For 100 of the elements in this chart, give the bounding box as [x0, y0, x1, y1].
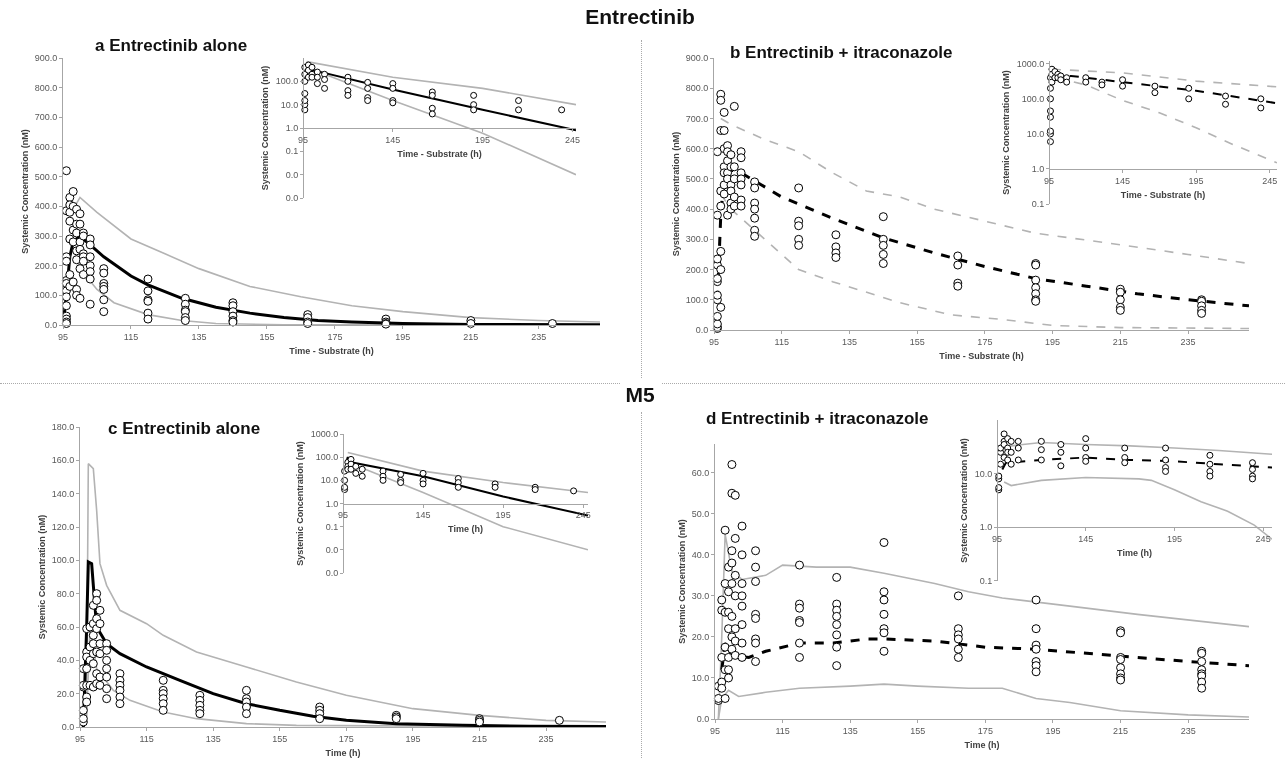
x-tick-label: 135	[191, 331, 207, 342]
y-tick-label: 600.0	[685, 143, 709, 154]
y-tick-label: 300.0	[34, 231, 58, 242]
y-tick-label: 80.0	[56, 588, 75, 599]
x-tick-label: 115	[775, 725, 790, 736]
y-tick-label: 20.0	[691, 632, 710, 643]
x-tick-label: 245	[564, 134, 580, 145]
text: M5	[625, 383, 655, 407]
x-tick-label: 195	[1045, 336, 1061, 347]
x-tick-label: 195	[1188, 175, 1204, 186]
y-tick-label: 100.0	[1021, 93, 1045, 104]
y-tick-label: 1.0	[979, 522, 993, 533]
x-tick-label: 95	[57, 331, 69, 342]
x-tick-label: 155	[910, 725, 926, 736]
y-tick-label: 1.0	[285, 123, 299, 134]
x-axis-title: Time - Substrate (h)	[289, 345, 374, 356]
y-axis-title: Systemic Concentration (nM)	[671, 131, 682, 257]
x-axis-title: Time - Substrate (h)	[939, 350, 1024, 361]
x-tick-label: 175	[977, 725, 993, 736]
y-axis-title: Systemic Concentration (nM)	[37, 514, 48, 640]
x-tick-label: 95	[708, 336, 720, 347]
chart-title: d Entrectinib + itraconazole	[706, 408, 929, 428]
chart-title: b Entrectinib + itraconazole	[730, 42, 953, 62]
y-axis-title: Systemic Concentration (nM)	[20, 129, 31, 254]
x-tick-label: 215	[1113, 725, 1129, 736]
y-tick-label: 0.0	[695, 325, 709, 336]
y-tick-label: 700.0	[685, 113, 709, 124]
x-axis-title: Time - Substrate (h)	[397, 148, 482, 159]
y-tick-label: 200.0	[685, 264, 709, 275]
x-tick-label: 155	[259, 331, 275, 342]
y-tick-label: 0.1	[325, 521, 339, 532]
x-tick-label: 115	[139, 733, 154, 744]
y-tick-label: 800.0	[685, 83, 709, 94]
y-tick-label: 300.0	[685, 234, 709, 245]
y-tick-label: 50.0	[691, 508, 710, 519]
y-tick-label: 10.0	[280, 99, 299, 110]
x-tick-label: 145	[415, 510, 431, 521]
y-tick-label: 0.1	[979, 576, 993, 587]
y-tick-label: 0.1	[285, 146, 299, 157]
y-tick-label: 100.0	[275, 76, 299, 87]
x-tick-label: 215	[471, 733, 488, 744]
y-tick-label: 60.0	[56, 622, 75, 633]
x-tick-label: 235	[538, 733, 554, 744]
x-tick-label: 235	[531, 331, 547, 342]
x-tick-label: 175	[977, 336, 993, 347]
y-tick-label: 10.0	[320, 475, 339, 486]
x-tick-label: 245	[1255, 534, 1271, 545]
y-tick-label: 0.0	[285, 169, 299, 180]
chart-title: c Entrectinib alone	[108, 418, 261, 438]
y-tick-label: 10.0	[691, 673, 710, 684]
y-tick-label: 140.0	[51, 488, 75, 499]
y-tick-label: 0.0	[325, 544, 339, 555]
y-tick-label: 1.0	[325, 498, 339, 509]
y-tick-label: 0.0	[325, 568, 339, 579]
y-tick-label: 500.0	[685, 174, 709, 185]
y-tick-label: 0.0	[61, 722, 75, 733]
x-tick-label: 115	[123, 331, 139, 342]
x-tick-label: 95	[74, 733, 86, 744]
x-axis-title: Time (h)	[325, 747, 361, 758]
x-tick-label: 175	[327, 331, 343, 342]
x-tick-label: 195	[1045, 725, 1061, 736]
y-tick-label: 20.0	[56, 688, 75, 699]
y-tick-label: 900.0	[34, 53, 58, 64]
x-tick-label: 215	[1112, 336, 1128, 347]
x-tick-label: 145	[1115, 175, 1131, 186]
y-tick-label: 10.0	[1026, 129, 1045, 140]
x-tick-label: 195	[395, 331, 411, 342]
x-tick-label: 135	[842, 725, 858, 736]
x-tick-label: 145	[1078, 534, 1094, 545]
x-axis-title: Time (h)	[964, 739, 1000, 750]
y-tick-label: 1000.0	[310, 429, 339, 440]
y-tick-label: 120.0	[51, 522, 75, 533]
y-axis-title: Systemic Concentration (nM)	[1001, 70, 1012, 195]
y-tick-label: 1000.0	[1016, 58, 1045, 69]
x-tick-label: 195	[405, 733, 421, 744]
y-tick-label: 40.0	[56, 655, 75, 666]
x-tick-label: 95	[709, 725, 721, 736]
y-axis-title: Systemic Concentration (nM)	[677, 519, 688, 644]
y-tick-label: 100.0	[51, 555, 75, 566]
x-tick-label: 245	[1262, 175, 1278, 186]
y-tick-label: 10.0	[974, 468, 993, 479]
x-tick-label: 175	[338, 733, 354, 744]
x-tick-label: 145	[385, 134, 401, 145]
y-tick-label: 800.0	[34, 82, 58, 93]
y-tick-label: 160.0	[51, 455, 75, 466]
y-tick-label: 200.0	[34, 260, 58, 271]
y-tick-label: 700.0	[34, 112, 58, 123]
x-tick-label: 95	[337, 510, 349, 521]
y-tick-label: 100.0	[315, 452, 339, 463]
x-tick-label: 135	[205, 733, 221, 744]
x-tick-label: 155	[272, 733, 288, 744]
y-tick-label: 400.0	[34, 201, 58, 212]
y-axis-title: Systemic Concentration (nM)	[295, 441, 306, 566]
y-tick-label: 100.0	[685, 294, 709, 305]
y-tick-label: 180.0	[51, 422, 75, 433]
x-tick-label: 195	[1166, 534, 1182, 545]
y-tick-label: 100.0	[34, 290, 58, 301]
y-tick-label: 0.0	[696, 714, 710, 725]
x-tick-label: 135	[841, 336, 857, 347]
y-tick-label: 400.0	[685, 204, 709, 215]
